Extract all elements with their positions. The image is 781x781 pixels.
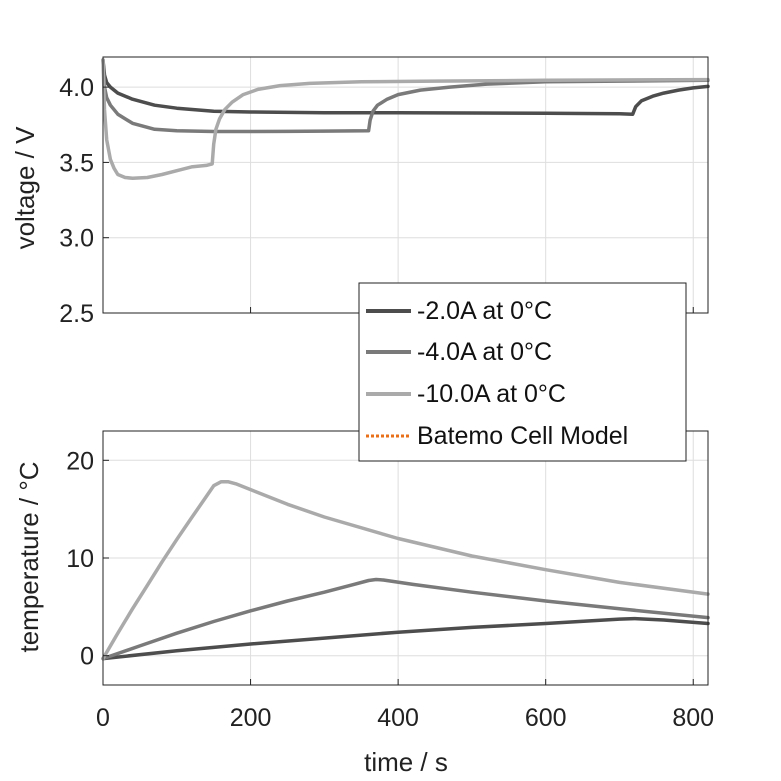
temperature-ytick-label-1: 10 [66,545,94,573]
voltage-series-line-3 [101,58,710,180]
temperature-ytick-label-2: 20 [66,447,94,475]
temperature-ylabel: temperature / °C [14,461,44,652]
temperature-ytick-label-0: 0 [80,643,94,671]
legend-label-series-2: -4.0A at 0°C [417,338,552,366]
temperature-xtick-label-2: 400 [377,704,419,732]
temperature-series-line-3 [101,480,710,661]
voltage-ytick-label-2: 3.5 [59,149,94,177]
voltage-ytick-label-3: 4.0 [59,74,94,102]
time-xlabel: time / s [364,747,448,777]
legend-label-series-3: -10.0A at 0°C [417,380,566,408]
temperature-series-line-1 [101,616,710,661]
temperature-series-line-2 [101,577,710,661]
legend-label-series-1: -2.0A at 0°C [417,297,552,325]
voltage-series-line-2 [101,58,710,134]
voltage-ylabel: voltage / V [10,126,40,250]
voltage-series-line-1 [101,58,710,116]
voltage-ytick-label-0: 2.5 [59,300,94,328]
temperature-xtick-label-1: 200 [230,704,272,732]
legend: -2.0A at 0°C -4.0A at 0°C -10.0A at 0°C … [358,282,687,462]
voltage-panel: 2.5 3.0 3.5 4.0 [59,56,710,328]
voltage-plot-area [103,57,708,313]
temperature-xtick-label-3: 600 [525,704,567,732]
voltage-ytick-label-1: 3.0 [59,225,94,253]
temperature-xtick-label-0: 0 [96,704,110,732]
temperature-xtick-label-4: 800 [672,704,714,732]
legend-label-model: Batemo Cell Model [417,422,628,450]
legend-box [358,282,687,462]
